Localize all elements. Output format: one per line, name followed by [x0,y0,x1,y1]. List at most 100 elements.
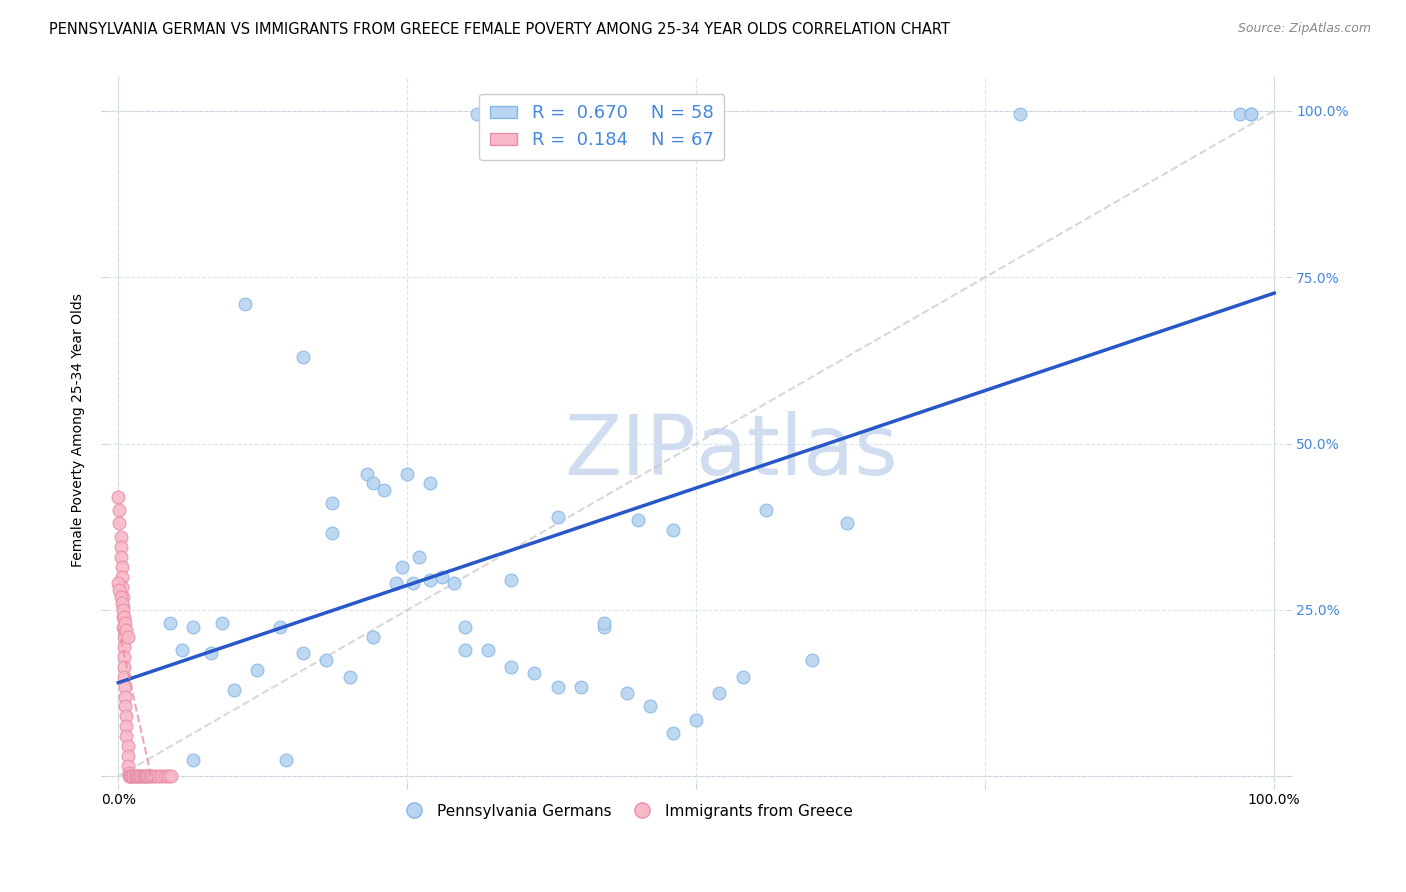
Point [149,769,172,783]
Point [124,769,146,783]
Point [454,619,477,633]
Y-axis label: Female Poverty Among 25-34 Year Olds: Female Poverty Among 25-34 Year Olds [72,293,86,567]
Point [114,616,136,631]
Point [523,666,546,681]
Point [112,649,135,664]
Point [115,719,138,733]
Point [117,739,139,754]
Point [124,769,146,783]
Point [110,540,132,554]
Point [755,503,778,517]
Point [391,559,413,574]
Point [402,576,425,591]
Point [146,769,169,783]
Point [274,753,297,767]
Point [488,107,510,121]
Point [292,350,315,364]
Point [153,769,176,783]
Point [117,749,139,764]
Point [408,549,430,564]
Point [114,680,136,694]
Point [547,680,569,694]
Point [183,619,205,633]
Point [361,476,384,491]
Point [118,769,141,783]
Point [136,769,159,783]
Point [211,616,233,631]
Point [112,609,135,624]
Point [627,513,650,527]
Point [108,503,131,517]
Point [108,516,131,531]
Point [419,573,441,587]
Point [125,769,148,783]
Point [638,699,661,714]
Point [157,769,180,783]
Point [132,769,155,783]
Point [685,713,707,727]
Point [111,559,134,574]
Point [111,603,134,617]
Point [465,107,488,121]
Point [111,609,134,624]
Point [501,659,523,673]
Point [120,769,142,783]
Point [235,297,257,311]
Point [454,643,477,657]
Point [143,769,166,783]
Point [159,616,181,631]
Point [361,630,384,644]
Point [112,640,135,654]
Point [111,570,134,584]
Point [616,686,638,700]
Point [246,663,269,677]
Point [477,643,499,657]
Point [373,483,395,497]
Point [321,496,343,510]
Point [115,709,138,723]
Point [709,686,731,700]
Point [396,467,419,481]
Point [114,690,136,704]
Point [122,769,145,783]
Point [183,753,205,767]
Point [131,769,153,783]
Point [547,509,569,524]
Point [1229,107,1251,121]
Point [111,599,134,614]
Point [110,530,132,544]
Point [127,769,149,783]
Point [115,730,138,744]
Legend: Pennsylvania Germans, Immigrants from Greece: Pennsylvania Germans, Immigrants from Gr… [392,797,859,825]
Point [107,576,129,591]
Point [800,653,823,667]
Point [835,516,858,531]
Point [150,769,173,783]
Text: PENNSYLVANIA GERMAN VS IMMIGRANTS FROM GREECE FEMALE POVERTY AMONG 25-34 YEAR OL: PENNSYLVANIA GERMAN VS IMMIGRANTS FROM G… [49,22,950,37]
Point [142,769,165,783]
Point [160,769,183,783]
Point [112,630,135,644]
Text: atlas: atlas [696,411,898,491]
Point [1008,107,1031,121]
Point [118,766,141,780]
Point [419,476,441,491]
Point [156,769,179,783]
Point [131,769,153,783]
Point [592,616,614,631]
Point [592,619,614,633]
Point [384,576,406,591]
Point [107,490,129,504]
Point [269,619,291,633]
Point [200,646,222,660]
Point [1240,107,1263,121]
Point [731,669,754,683]
Point [339,669,361,683]
Point [112,659,135,673]
Point [315,653,337,667]
Point [501,573,523,587]
Point [135,769,157,783]
Point [111,596,134,610]
Text: Source: ZipAtlas.com: Source: ZipAtlas.com [1237,22,1371,36]
Text: ZIP: ZIP [564,411,696,491]
